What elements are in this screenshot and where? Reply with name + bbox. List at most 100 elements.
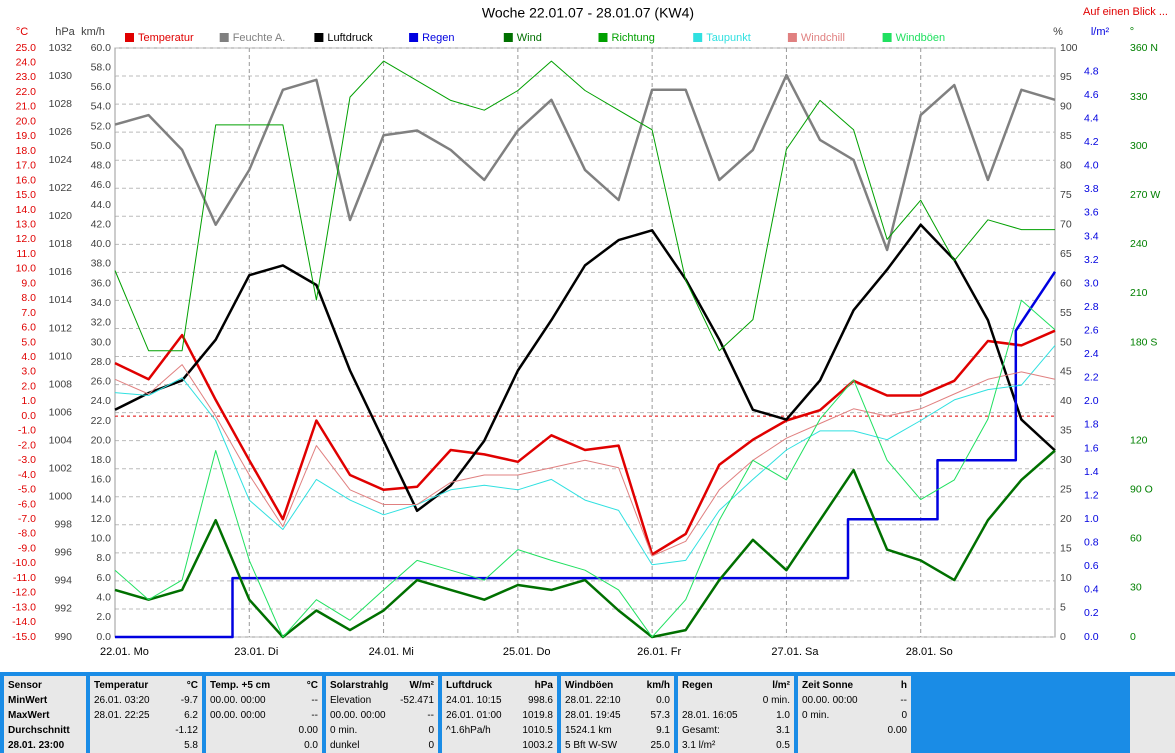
stats-cell: 57.3 — [650, 710, 670, 721]
y-tick-label: -15.0 — [12, 631, 36, 643]
y-tick-label: 58.0 — [91, 61, 112, 73]
y-tick-label: 1004 — [49, 434, 73, 446]
y-tick-label: 16.0 — [91, 474, 112, 486]
y-tick-label: 23.0 — [16, 71, 37, 83]
y-tick-label: 1022 — [49, 182, 73, 194]
y-tick-label: 36.0 — [91, 277, 112, 289]
y-tick-label: 0.0 — [96, 631, 111, 643]
y-tick-label: 55 — [1060, 307, 1072, 319]
stats-cell: MaxWert — [8, 710, 50, 721]
stats-cell: ^1.6hPa/h — [446, 725, 491, 736]
y-tick-label: 16.0 — [16, 174, 37, 186]
stats-row: 5 Bft W-SW 25.0 — [565, 738, 670, 753]
x-tick-label: 24.01. Mi — [369, 646, 414, 658]
stats-cell: 1.0 — [776, 710, 790, 721]
y-tick-label: 10.0 — [91, 533, 112, 545]
series-line — [114, 223, 1056, 513]
y-tick-label: 6.0 — [21, 322, 36, 334]
y-tick-label: 2.0 — [21, 380, 36, 392]
header-cell: Windböen — [565, 680, 614, 691]
y-tick-label: 4.0 — [96, 592, 111, 604]
stats-cell: 0.5 — [776, 740, 790, 751]
y-tick-label: 990 — [54, 631, 72, 643]
legend-swatch — [314, 33, 324, 42]
y-tick-label: 1010 — [49, 350, 73, 362]
header-cell: °C — [306, 680, 318, 691]
x-tick-label: 23.01. Di — [234, 646, 278, 658]
y-tick-label: 1028 — [49, 98, 73, 110]
y-tick-label: 12.0 — [91, 513, 112, 525]
y-tick-label: 42.0 — [91, 218, 112, 230]
header-cell: °C — [186, 680, 198, 691]
y-tick-label: -13.0 — [12, 601, 36, 613]
y-tick-label: 20 — [1060, 513, 1072, 525]
y-tick-label: 40.0 — [91, 238, 112, 250]
stats-cell: 1010.5 — [522, 725, 553, 736]
stats-cell: 5 Bft W-SW — [565, 740, 618, 751]
stats-cell: 00.00. 00:00 — [210, 710, 266, 721]
y-tick-label: 100 — [1060, 42, 1078, 54]
x-tick-label: 27.01. Sa — [771, 646, 819, 658]
series-line — [114, 449, 1056, 639]
y-tick-label: 1.0 — [1084, 513, 1099, 525]
y-tick-label: 56.0 — [91, 81, 112, 93]
stats-cell: 26.01. 03:20 — [94, 695, 150, 706]
stats-cell: -9.7 — [180, 695, 198, 706]
x-tick-label: 25.01. Do — [503, 646, 551, 658]
stats-row: Gesamt: 3.1 — [682, 723, 790, 738]
legend-label: Richtung — [612, 32, 655, 44]
y-tick-label: 1000 — [49, 491, 73, 503]
stats-cell: 6.2 — [184, 710, 198, 721]
y-tick-label: 30 — [1060, 454, 1072, 466]
header-cell: Temp. +5 cm — [210, 680, 271, 691]
legend-swatch — [693, 33, 703, 42]
stats-cell: 0 min. — [802, 710, 830, 721]
y-tick-label: 12.0 — [16, 233, 37, 245]
series-line — [115, 271, 1057, 639]
stats-header: Luftdruck hPa — [446, 678, 553, 693]
legend-label: Windböen — [896, 32, 946, 44]
y-tick-label: 85 — [1060, 130, 1072, 142]
y-tick-label: 15 — [1060, 542, 1072, 554]
stats-row: 1524.1 km 9.1 — [565, 723, 670, 738]
y-tick-label: 10 — [1060, 572, 1072, 584]
header-cell: Sensor — [8, 680, 42, 691]
plot-area — [114, 47, 1056, 638]
series-line — [114, 364, 1056, 557]
header-cell: h — [900, 680, 907, 691]
y-tick-label: 20.0 — [16, 115, 37, 127]
y-tick-label: 3.4 — [1084, 230, 1099, 242]
y-tick-label: 2.0 — [1084, 395, 1099, 407]
y-tick-label: 1016 — [49, 266, 73, 278]
stats-column: Solarstrahlg W/m² Elevation -52.471 00.00. 0… — [326, 676, 438, 753]
legend-swatch — [409, 33, 419, 42]
y-tick-label: 1002 — [49, 462, 73, 474]
stats-row: 00.00. 00:00 -- — [330, 708, 434, 723]
y-tick-label: 3.8 — [1084, 183, 1099, 195]
legend-swatch — [219, 33, 229, 42]
stats-column: Zeit Sonne h 00.00. 00:00 -- 0 min. 0 0.00 — [798, 676, 911, 753]
header-cell: W/m² — [409, 680, 434, 691]
y-tick-label: 5.0 — [21, 336, 36, 348]
stats-cell: 0.00 — [298, 725, 318, 736]
stats-row: Elevation -52.471 — [330, 693, 434, 708]
y-tick-label: 21.0 — [16, 101, 37, 113]
axis-unit: ° — [1130, 26, 1134, 38]
header-cell: Regen — [682, 680, 713, 691]
stats-row: MinWert — [8, 693, 82, 708]
y-tick-label: 1.2 — [1084, 489, 1099, 501]
stats-cell: 3.1 — [776, 725, 790, 736]
overview-link[interactable]: Auf einen Blick ... — [1083, 6, 1168, 18]
stats-cell: 1019.8 — [522, 710, 553, 721]
y-tick-label: 10.0 — [16, 263, 37, 275]
y-tick-label: 0 — [1130, 631, 1136, 643]
y-tick-label: 1.8 — [1084, 419, 1099, 431]
y-tick-label: 3.0 — [1084, 277, 1099, 289]
series-line — [114, 329, 1056, 556]
y-tick-label: 996 — [54, 547, 72, 559]
y-tick-label: 65 — [1060, 248, 1072, 260]
stats-cell: 24.01. 10:15 — [446, 695, 502, 706]
legend-label: Windchill — [801, 32, 845, 44]
y-tick-label: -4.0 — [18, 469, 36, 481]
stats-column: Regen l/m² 0 min. 28.01. 16:05 1.0 Gesamt: 3.1… — [678, 676, 794, 753]
